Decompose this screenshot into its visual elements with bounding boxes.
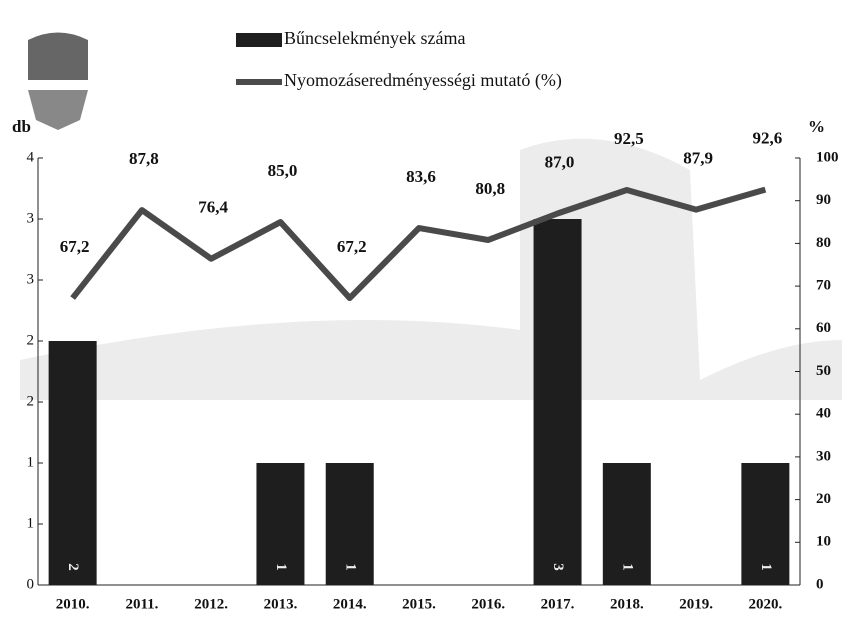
line-value-label: 83,6 [406, 167, 436, 186]
x-tick-label: 2010. [56, 596, 90, 612]
bar-value-label: 1 [758, 563, 774, 571]
y-tick-label: 2 [27, 393, 35, 409]
line-value-label: 92,5 [614, 129, 644, 148]
y2-axis-label: % [808, 117, 825, 136]
bar [602, 463, 651, 585]
bar [741, 463, 790, 585]
y-tick-label: 0 [27, 576, 35, 592]
y2-tick-label: 60 [816, 320, 831, 336]
background-photo [20, 138, 842, 400]
line-value-label: 67,2 [60, 237, 90, 256]
y-tick-label: 2 [27, 332, 35, 348]
y2-tick-label: 0 [816, 576, 824, 592]
x-tick-label: 2016. [471, 596, 505, 612]
y2-tick-label: 20 [816, 491, 831, 507]
bar [48, 341, 97, 585]
y2-tick-label: 70 [816, 278, 831, 294]
bar-value-label: 1 [342, 563, 358, 571]
logo [28, 90, 88, 130]
bar-value-label: 1 [619, 563, 635, 571]
x-tick-label: 2011. [125, 596, 158, 612]
bar [325, 463, 374, 585]
line-value-label: 80,8 [475, 179, 505, 198]
line [70, 186, 767, 302]
line-value-label: 85,0 [268, 161, 298, 180]
y2-tick-label: 40 [816, 406, 831, 422]
y2-tick-label: 10 [816, 534, 831, 550]
y-axis-label: db [12, 117, 31, 136]
x-tick-label: 2015. [402, 596, 436, 612]
y-tick-label: 3 [27, 271, 35, 287]
x-tick-label: 2014. [333, 596, 367, 612]
y2-tick-label: 30 [816, 448, 831, 464]
logo [28, 32, 88, 80]
x-tick-label: 2017. [541, 596, 575, 612]
line-value-label: 87,9 [683, 149, 713, 168]
y-tick-label: 4 [27, 149, 35, 165]
y-tick-label: 3 [27, 210, 35, 226]
line-value-label: 87,0 [545, 152, 575, 171]
y2-tick-label: 90 [816, 192, 831, 208]
line-value-label: 87,8 [129, 149, 159, 168]
x-tick-label: 2020. [748, 596, 782, 612]
x-tick-label: 2012. [194, 596, 228, 612]
bar-value-label: 3 [550, 563, 566, 571]
bar [533, 219, 582, 585]
bar-value-label: 1 [273, 563, 289, 571]
line-value-label: 76,4 [198, 198, 228, 217]
line-value-label: 67,2 [337, 237, 367, 256]
legend-label: Nyomozáseredményességi mutató (%) [284, 70, 562, 91]
y2-tick-label: 80 [816, 235, 831, 251]
bar [256, 463, 305, 585]
y2-tick-label: 50 [816, 363, 831, 379]
x-tick-label: 2019. [679, 596, 713, 612]
x-tick-label: 2018. [610, 596, 644, 612]
x-tick-label: 2013. [264, 596, 298, 612]
legend-label: Bűncselekmények száma [284, 28, 465, 48]
legend-swatch [236, 33, 282, 47]
bar-value-label: 2 [65, 563, 81, 571]
line-value-label: 92,6 [752, 129, 782, 148]
y-tick-label: 1 [27, 515, 35, 531]
y-tick-label: 1 [27, 454, 35, 470]
y2-tick-label: 100 [816, 149, 839, 165]
